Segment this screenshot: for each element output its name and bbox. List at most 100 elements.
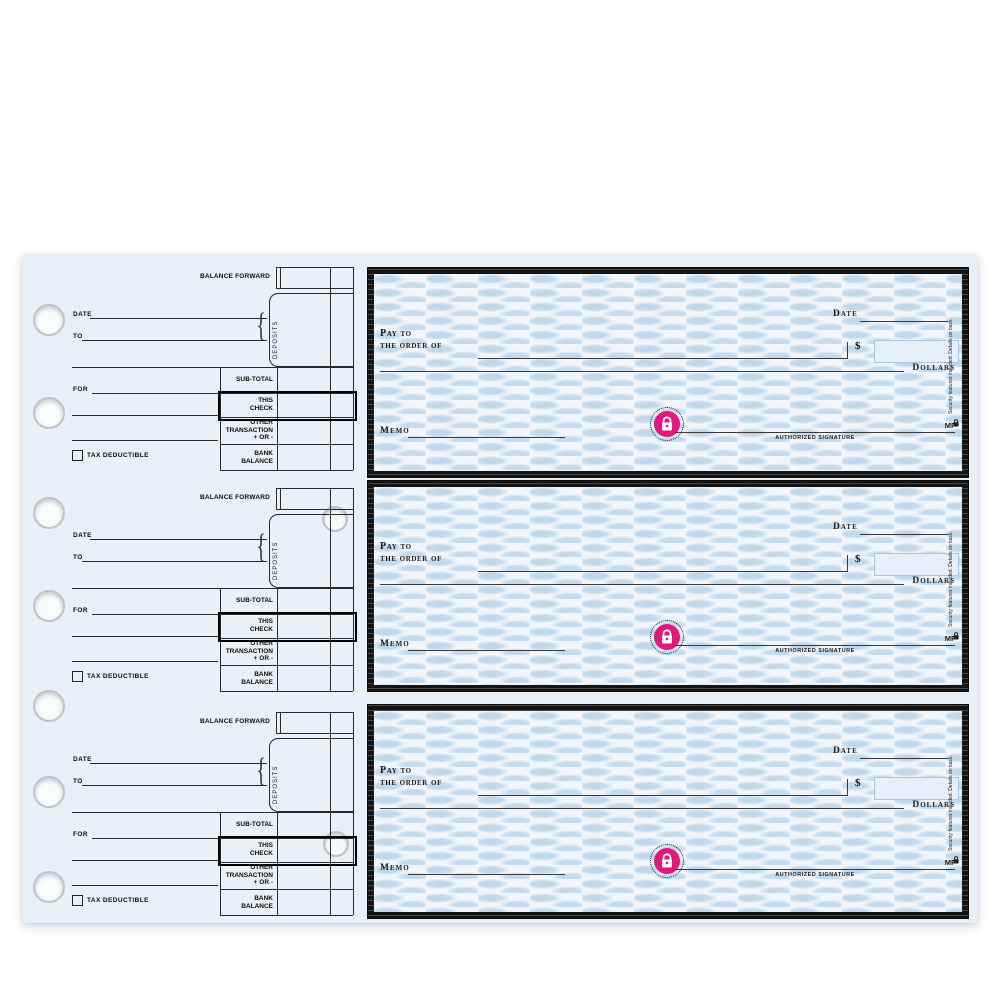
grid-line: [220, 444, 353, 445]
grid-line: [277, 588, 278, 691]
binder-hole: [33, 690, 65, 722]
small-padlock-icon: [953, 632, 959, 640]
grid-line: [277, 812, 278, 915]
tax-deductible-checkbox: [72, 671, 83, 682]
divider-line: [72, 588, 220, 589]
grid-line: [276, 712, 277, 733]
this-check-box: [218, 612, 357, 642]
to-label: TO: [73, 778, 83, 785]
divider-line: [72, 367, 220, 368]
write-line: [72, 636, 218, 637]
amount-words-line: [380, 808, 904, 809]
seal-dotted-ring: [650, 620, 684, 654]
other-transaction-label: OTHER TRANSACTION + OR -: [225, 419, 273, 441]
bank-balance-label: BANK BALANCE: [241, 895, 273, 910]
deposits-flap: [269, 293, 353, 367]
mp-mark: MP: [944, 858, 956, 867]
tax-deductible-label: TAX DEDUCTIBLE: [87, 673, 149, 680]
small-padlock-icon: [953, 419, 959, 427]
sub-total-label: SUB-TOTAL: [236, 821, 273, 828]
seal-dotted-ring: [650, 407, 684, 441]
to-line: [82, 561, 267, 562]
deposits-label: DEPOSITS: [273, 541, 279, 580]
pay-to-label: Pay to the order of: [380, 541, 442, 564]
date-label: DATE: [73, 532, 92, 539]
grid-line: [276, 488, 277, 509]
grid-line: [276, 488, 353, 489]
date-line: [90, 763, 267, 764]
date-line: [90, 539, 267, 540]
pay-to-line2: the order of: [380, 339, 442, 351]
grid-line: [220, 862, 353, 863]
balance-forward-label: BALANCE FORWARD: [199, 494, 270, 501]
payee-line-end-tick: [847, 779, 848, 795]
amount-box: [874, 553, 959, 576]
grid-line: [220, 588, 353, 589]
authorized-signature-label: AUTHORIZED SIGNATURE: [775, 872, 855, 878]
authorized-signature-label: AUTHORIZED SIGNATURE: [775, 648, 855, 654]
padlock-icon: [662, 629, 672, 644]
grid-line: [280, 488, 281, 509]
deposits-brace: {: [256, 752, 266, 789]
tax-deductible-label: TAX DEDUCTIBLE: [87, 452, 149, 459]
grid-line: [353, 488, 354, 691]
grid-line: [220, 470, 353, 471]
write-line: [72, 661, 218, 662]
grid-line: [276, 267, 353, 268]
memo-label: Memo: [380, 639, 410, 649]
memo-line: [408, 874, 565, 875]
this-check-label: THIS CHECK: [249, 842, 273, 857]
this-check-label: THIS CHECK: [249, 397, 273, 412]
signature-line: [675, 869, 955, 870]
bank-balance-label: BANK BALANCE: [241, 450, 273, 465]
deposits-brace: {: [256, 528, 266, 565]
check-background: [374, 711, 962, 912]
tax-deductible-checkbox: [72, 895, 83, 906]
binder-hole: [33, 871, 65, 903]
date-line: [860, 534, 948, 535]
binder-hole: [33, 776, 65, 808]
date-label: Date: [833, 522, 858, 532]
payee-line: [478, 571, 848, 572]
for-label: FOR: [73, 386, 88, 393]
grid-line: [220, 812, 353, 813]
payee-line-end-tick: [847, 342, 848, 358]
grid-line: [276, 509, 353, 510]
date-label: Date: [833, 746, 858, 756]
grid-line: [220, 367, 221, 470]
grid-line: [330, 488, 331, 691]
check-stub: BALANCE FORWARD { DEPOSITS DATE TO FOR S…: [22, 488, 368, 698]
pay-to-line2: the order of: [380, 552, 442, 564]
file-hole: [322, 506, 348, 532]
date-label: Date: [833, 309, 858, 319]
signature-line: [675, 432, 955, 433]
sub-total-label: SUB-TOTAL: [236, 376, 273, 383]
dollar-sign: $: [855, 553, 861, 565]
date-label: DATE: [73, 311, 92, 318]
signature-line: [675, 645, 955, 646]
dollar-sign: $: [855, 777, 861, 789]
memo-line: [408, 437, 565, 438]
grid-line: [220, 588, 221, 691]
pay-to-line1: Pay to: [380, 328, 412, 339]
grid-line: [220, 812, 221, 915]
this-check-box: [218, 391, 357, 421]
grid-line: [330, 267, 331, 470]
check-stub: BALANCE FORWARD { DEPOSITS DATE TO FOR S…: [22, 267, 368, 477]
this-check-label: THIS CHECK: [249, 618, 273, 633]
pay-to-line1: Pay to: [380, 765, 412, 776]
other-transaction-label: OTHER TRANSACTION + OR -: [225, 640, 273, 662]
pay-to-label: Pay to the order of: [380, 328, 442, 351]
grid-line: [353, 267, 354, 470]
mp-mark: MP: [944, 634, 956, 643]
deposits-label: DEPOSITS: [273, 320, 279, 359]
grid-line: [220, 367, 353, 368]
grid-line: [280, 267, 281, 288]
for-line: [92, 614, 218, 615]
pay-to-line2: the order of: [380, 776, 442, 788]
grid-line: [276, 267, 277, 288]
amount-box: [874, 340, 959, 363]
business-check: Date Pay to the order of $ Dollars Memo …: [368, 268, 968, 477]
write-line: [72, 440, 218, 441]
business-check: Date Pay to the order of $ Dollars Memo …: [368, 705, 968, 918]
